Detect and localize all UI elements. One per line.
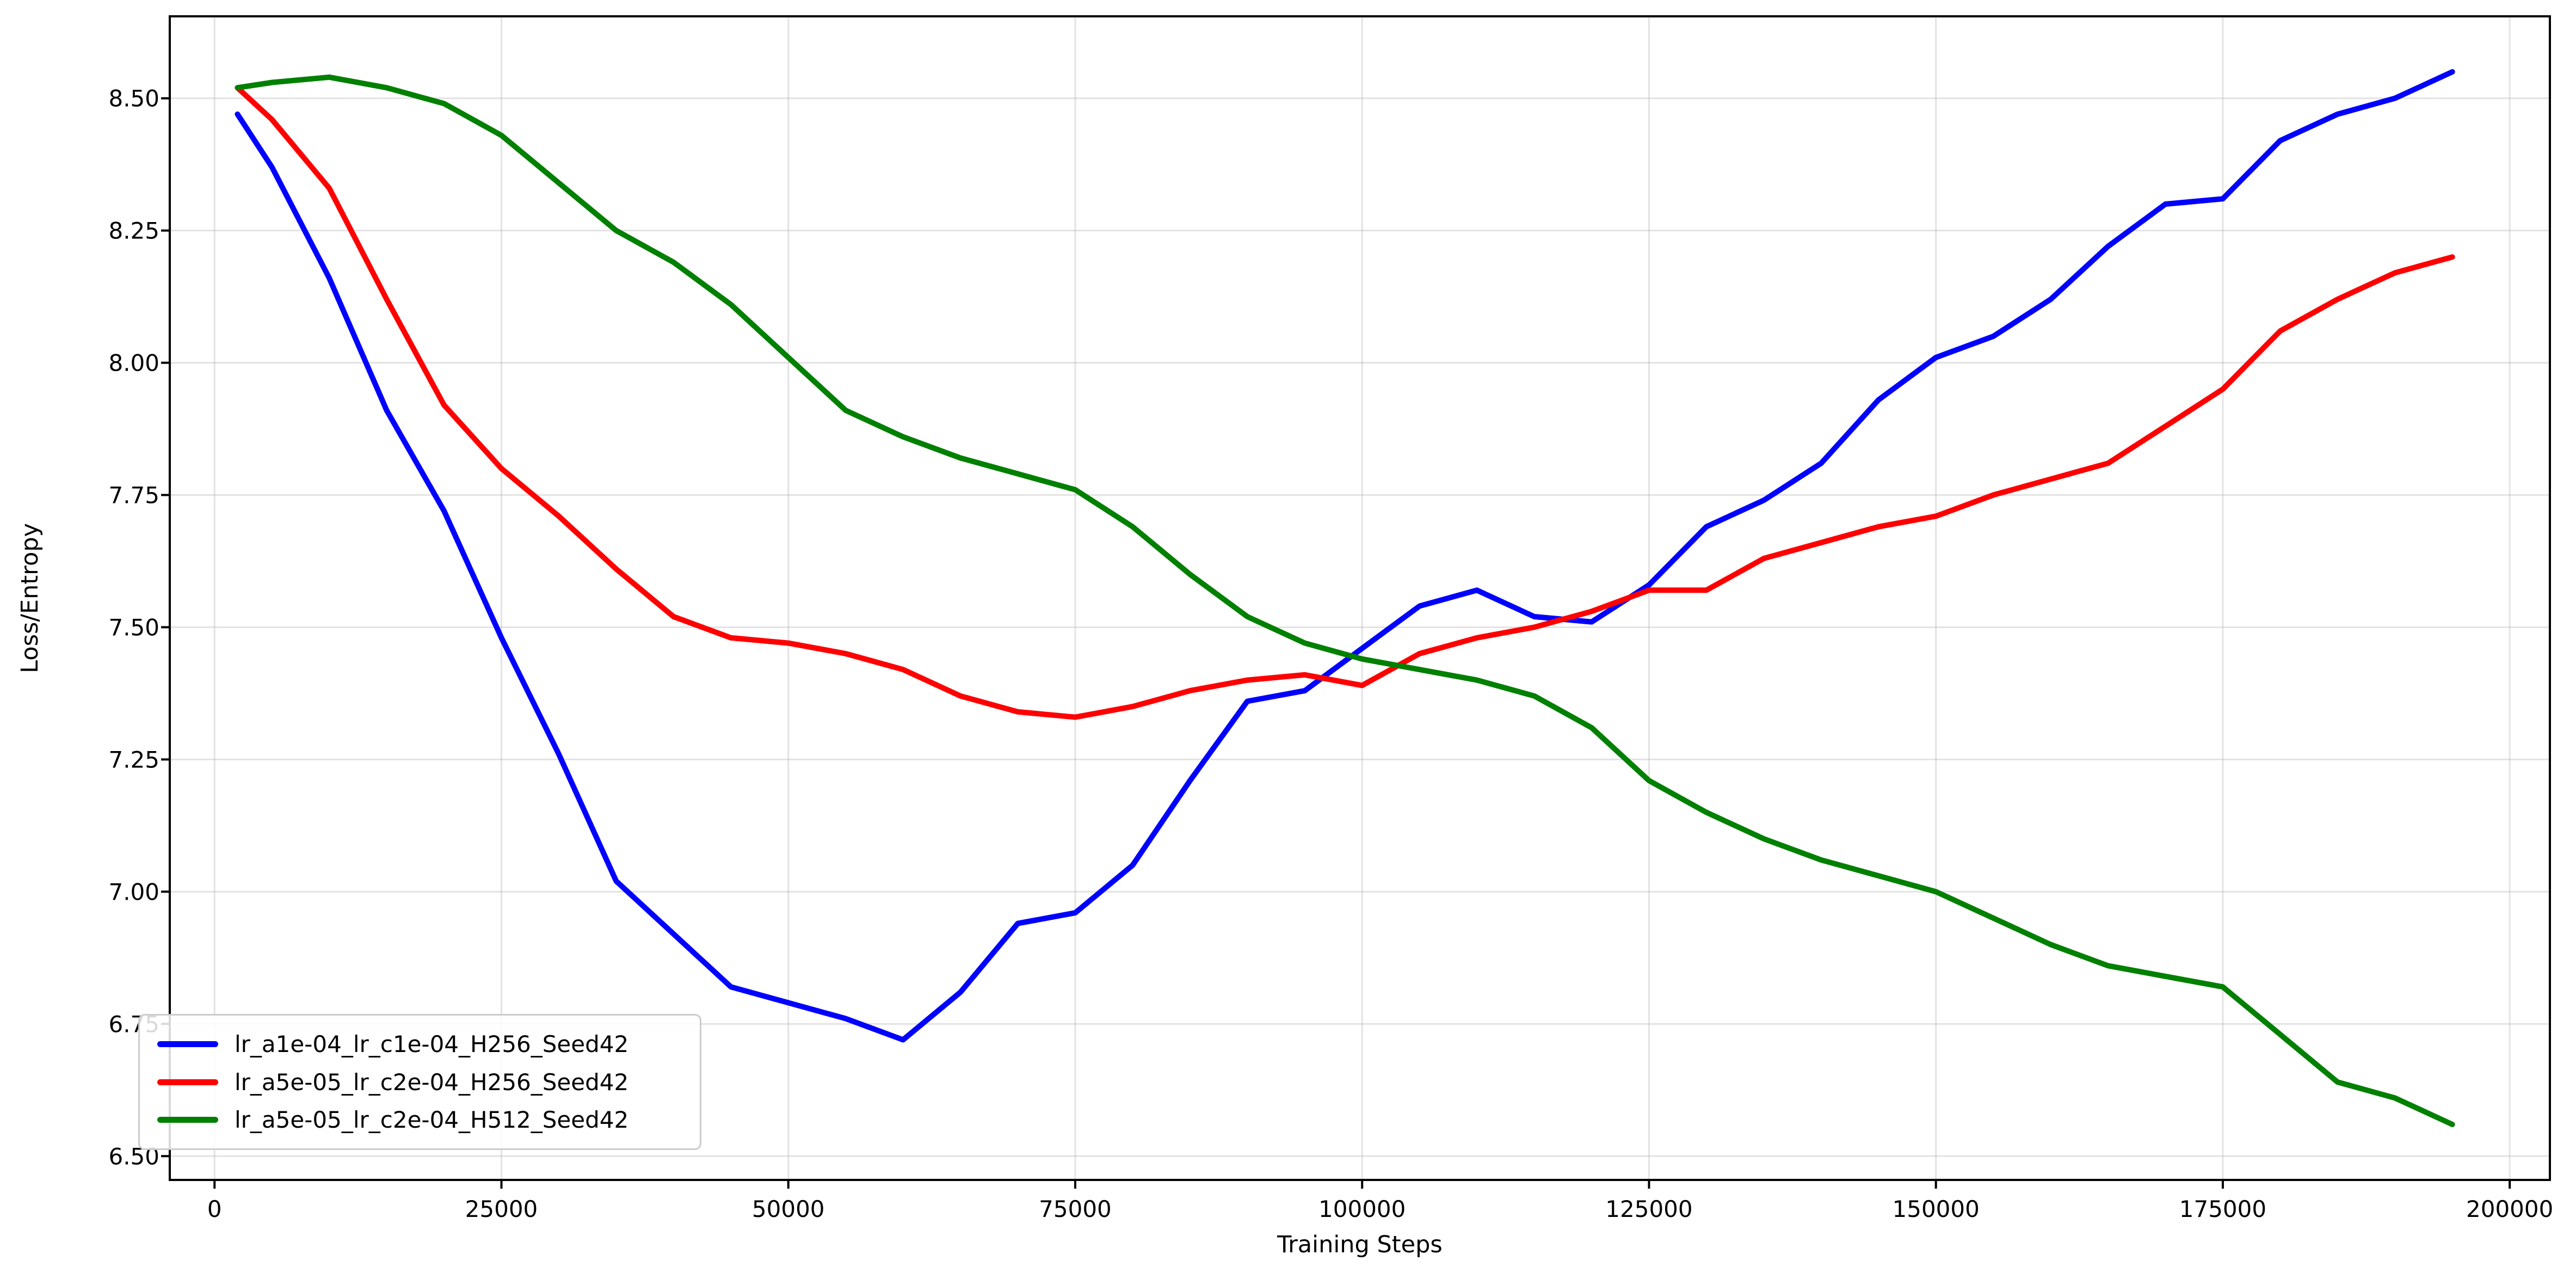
legend-label: lr_a5e-05_lr_c2e-04_H512_Seed42 <box>235 1106 629 1133</box>
x-tick-label: 150000 <box>1893 1196 1980 1222</box>
x-tick-label: 200000 <box>2466 1196 2553 1222</box>
legend-item: lr_a5e-05_lr_c2e-04_H512_Seed42 <box>157 1106 689 1133</box>
y-tick-label: 7.50 <box>108 614 159 641</box>
series-line <box>235 85 2455 720</box>
y-tick-label: 8.50 <box>108 85 159 112</box>
legend-label: lr_a5e-05_lr_c2e-04_H256_Seed42 <box>235 1068 629 1096</box>
plot-border <box>169 15 2551 1181</box>
series-line <box>235 69 2455 1043</box>
y-tick-label: 8.25 <box>108 218 159 244</box>
series-line <box>235 74 2455 1127</box>
legend-line-swatch-green <box>157 1116 218 1123</box>
y-tick-label: 7.75 <box>108 482 159 508</box>
x-tick-label: 50000 <box>752 1196 825 1222</box>
x-axis-title: Training Steps <box>1277 1231 1443 1258</box>
x-tick-label: 125000 <box>1605 1196 1692 1222</box>
legend: lr_a1e-04_lr_c1e-04_H256_Seed42 lr_a5e-0… <box>138 1014 701 1150</box>
legend-item: lr_a5e-05_lr_c2e-04_H256_Seed42 <box>157 1069 689 1096</box>
x-tick-label: 25000 <box>465 1196 538 1222</box>
y-tick-label: 7.25 <box>108 746 159 773</box>
y-tick-label: 7.00 <box>108 878 159 905</box>
x-tick-label: 0 <box>207 1196 222 1222</box>
x-tick-label: 175000 <box>2179 1196 2266 1222</box>
legend-line-swatch-red <box>157 1079 218 1085</box>
y-axis-title: Loss/Entropy <box>16 523 44 673</box>
legend-line-swatch-blue <box>157 1041 218 1048</box>
x-tick-label: 75000 <box>1039 1196 1112 1222</box>
y-tick-label: 8.00 <box>108 350 159 377</box>
x-tick-label: 100000 <box>1318 1196 1406 1222</box>
legend-label: lr_a1e-04_lr_c1e-04_H256_Seed42 <box>235 1031 629 1058</box>
legend-item: lr_a1e-04_lr_c1e-04_H256_Seed42 <box>157 1031 689 1057</box>
